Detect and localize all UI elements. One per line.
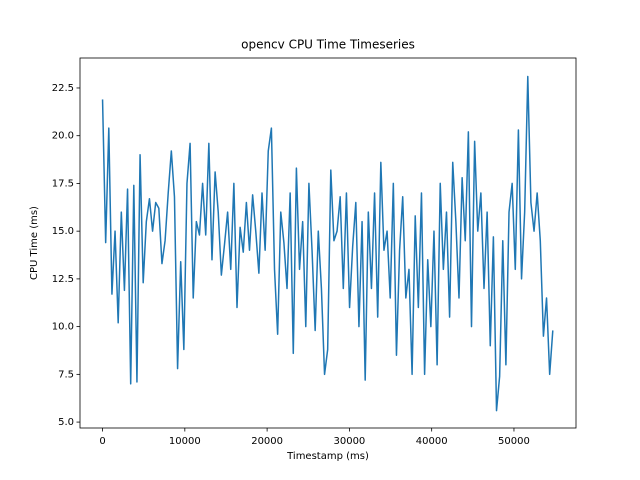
y-tick-label: 15.0 (52, 226, 74, 237)
x-tick-label: 10000 (169, 436, 201, 447)
y-tick-label: 5.0 (58, 417, 74, 428)
y-tick-label: 10.0 (52, 322, 74, 333)
x-axis-label: Timestamp (ms) (286, 451, 369, 462)
x-tick-label: 30000 (333, 436, 365, 447)
y-tick-label: 17.5 (52, 178, 74, 189)
x-tick-label: 40000 (416, 436, 448, 447)
chart-title: opencv CPU Time Timeseries (241, 38, 415, 52)
x-tick-label: 50000 (498, 436, 530, 447)
x-tick-label: 0 (99, 436, 105, 447)
y-tick-label: 22.5 (52, 83, 74, 94)
y-tick-label: 20.0 (52, 131, 74, 142)
y-axis-label: CPU Time (ms) (29, 206, 40, 280)
y-tick-label: 7.5 (58, 369, 74, 380)
y-tick-label: 12.5 (52, 274, 74, 285)
plot-frame (79, 57, 577, 429)
data-line (101, 75, 554, 412)
x-tick-label: 20000 (251, 436, 283, 447)
